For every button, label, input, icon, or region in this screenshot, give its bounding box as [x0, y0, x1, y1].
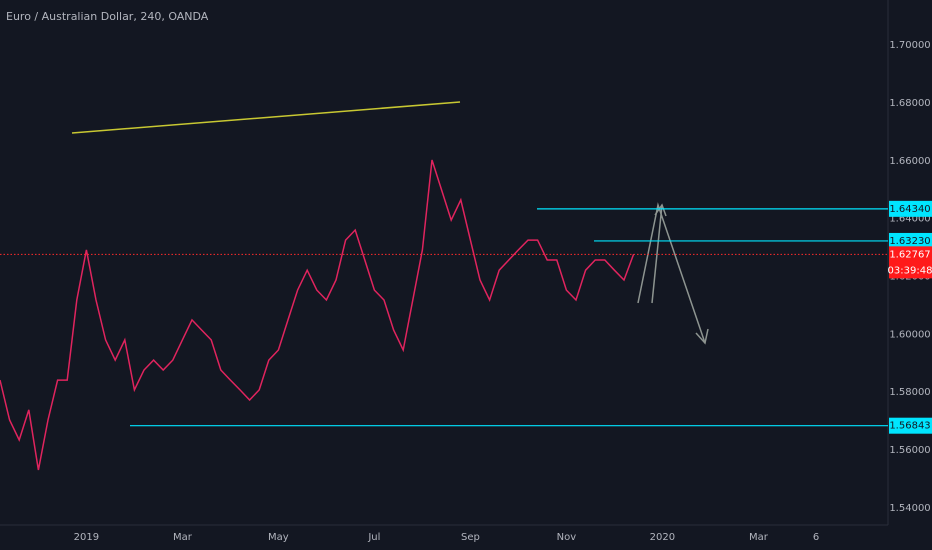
last-price-label: 1.62767 — [889, 249, 930, 260]
x-tick-label: Nov — [557, 532, 577, 543]
chart-title: Euro / Australian Dollar, 240, OANDA — [6, 10, 209, 23]
y-tick-label: 1.60000 — [889, 329, 930, 340]
arrow-head — [654, 203, 667, 217]
y-tick-label: 1.56000 — [889, 445, 930, 456]
price-line — [0, 159, 635, 471]
level-label-box — [889, 232, 932, 249]
x-tick-label: May — [268, 532, 289, 543]
x-tick-label: Sep — [461, 532, 480, 543]
arrow-path — [637, 202, 706, 344]
arrow-head — [695, 328, 709, 345]
level-label: 1.64340 — [889, 204, 930, 215]
x-tick-label: Mar — [749, 532, 769, 543]
y-tick-label: 1.58000 — [889, 387, 930, 398]
x-tick-label: 2020 — [650, 532, 675, 543]
y-tick-label: 1.66000 — [889, 156, 930, 167]
level-label: 1.56843 — [889, 421, 930, 432]
level-label-box — [889, 417, 932, 434]
trend-line — [71, 101, 461, 134]
level-label-box — [889, 200, 932, 217]
x-tick-label: Jul — [367, 532, 380, 543]
y-tick-label: 1.64000 — [889, 214, 930, 225]
x-tick-label: 6 — [813, 532, 819, 543]
countdown: 03:39:48 — [888, 265, 932, 276]
last-price-box — [889, 246, 932, 279]
arrow-path — [651, 204, 663, 304]
level-label: 1.63230 — [889, 236, 930, 247]
x-tick-label: 2019 — [74, 532, 99, 543]
projection-arrows — [637, 202, 709, 345]
y-tick-label: 1.54000 — [889, 503, 930, 514]
y-tick-label: 1.68000 — [889, 98, 930, 109]
y-tick-label: 1.70000 — [889, 40, 930, 51]
x-tick-label: Mar — [173, 532, 193, 543]
